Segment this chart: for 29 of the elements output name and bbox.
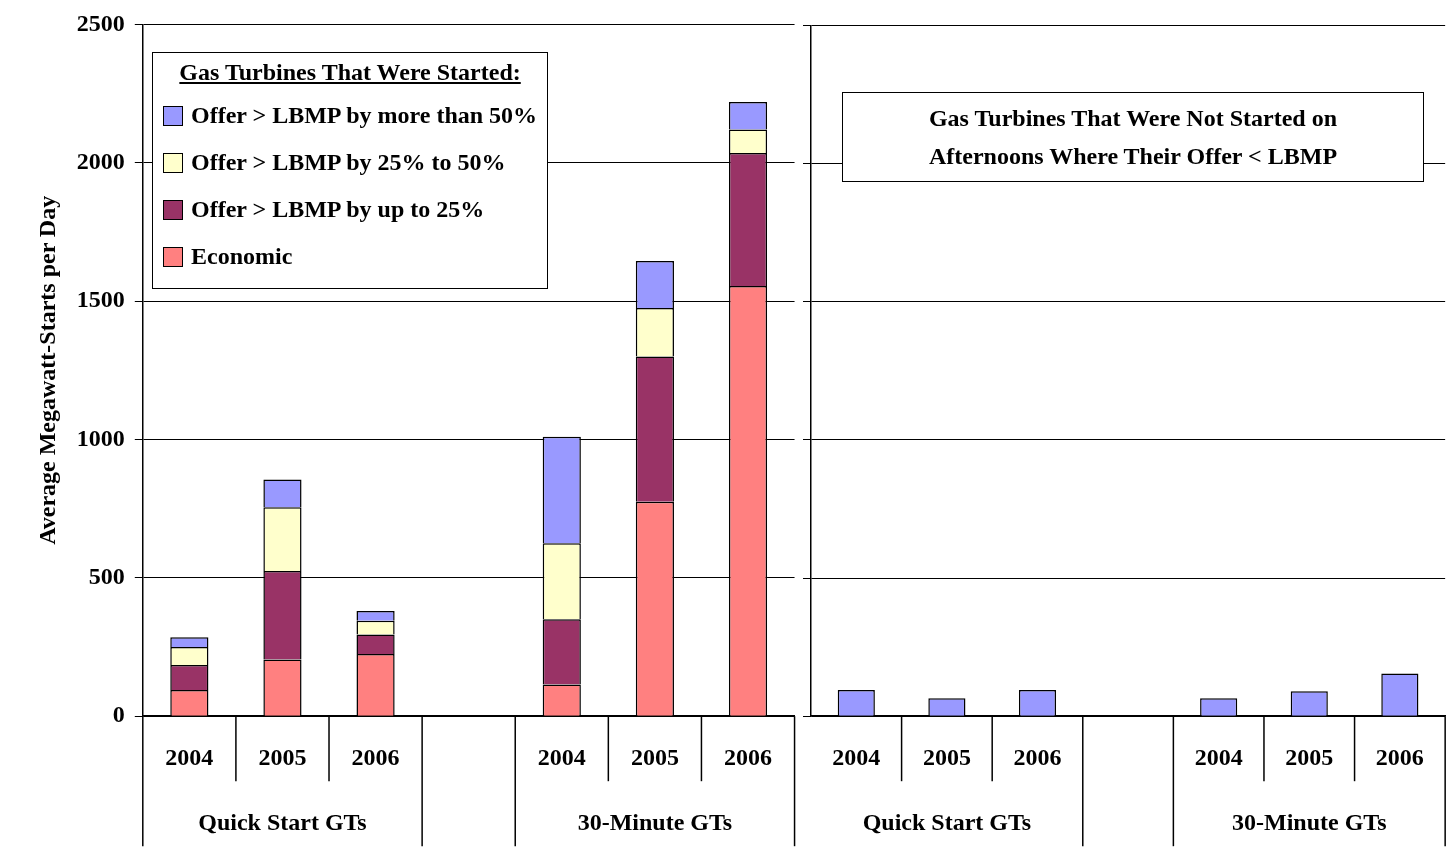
- x-tick-label: 2005: [630, 743, 679, 770]
- x-tick-label: 2004: [832, 743, 881, 770]
- y-tick-label: 1500: [76, 286, 125, 313]
- x-tick-label: 2005: [1285, 743, 1334, 770]
- y-tick-label: 2500: [76, 9, 125, 36]
- x-tick-label: 2004: [165, 743, 214, 770]
- x-tick-label: 2006: [724, 743, 772, 770]
- y-tick-label: 1000: [76, 424, 125, 451]
- x-tick-label: 2006: [1013, 743, 1062, 770]
- x-tick-label: 2005: [258, 743, 307, 770]
- legend-label: Offer > LBMP by 25% to 50%: [191, 149, 506, 176]
- x-tick-label: 2006: [1375, 743, 1424, 770]
- legend-label: Economic: [191, 243, 293, 270]
- legend-title: Gas Turbines That Were Started:: [178, 59, 522, 86]
- x-tick-label: 2006: [351, 743, 400, 770]
- title-box: Gas Turbines That Were Not Started on Afternoons Where Their Offer < LBMP: [842, 92, 1424, 182]
- legend-label: Offer > LBMP by up to 25%: [191, 196, 485, 223]
- text: 30-Minute GTs: [577, 809, 733, 836]
- y-tick-label: 0: [112, 701, 125, 728]
- y-tick-label: 2000: [76, 147, 125, 174]
- y-axis-title: Average Megawatt-Starts per Day: [33, 195, 60, 545]
- legend-label: Offer > LBMP by more than 50%: [191, 102, 538, 129]
- x-tick-label: 2004: [1194, 743, 1243, 770]
- x-tick-label: 2005: [922, 743, 971, 770]
- text: Quick Start GTs: [862, 809, 1032, 836]
- x-tick-label: 2004: [537, 743, 586, 770]
- y-tick-label: 500: [88, 563, 125, 590]
- text: 30-Minute GTs: [1232, 809, 1387, 836]
- text: Quick Start GTs: [198, 809, 367, 836]
